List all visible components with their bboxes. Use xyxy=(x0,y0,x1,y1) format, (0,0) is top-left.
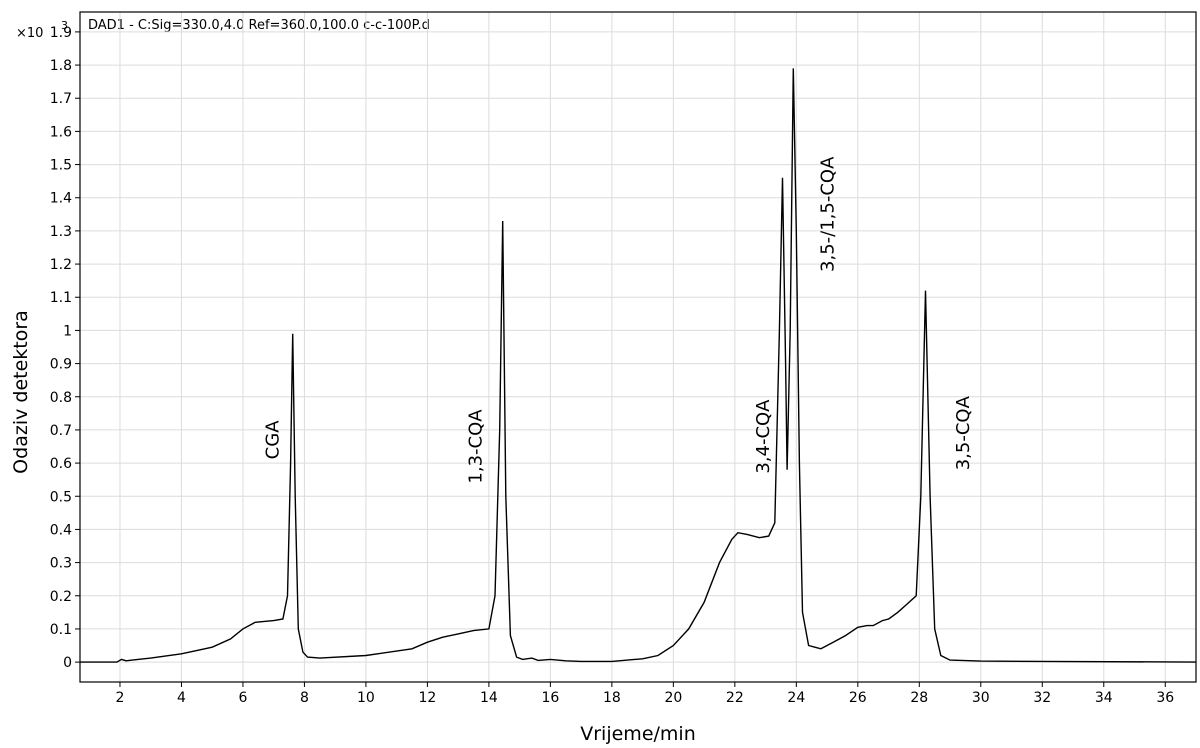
peak-label: 3,5-CQA xyxy=(953,395,974,470)
x-axis-title: Vrijeme/min xyxy=(580,723,695,745)
y-tick-label: 0.9 xyxy=(50,357,72,373)
y-tick-label: 1.1 xyxy=(50,290,72,306)
x-tick-label: 6 xyxy=(238,690,247,706)
y-tick-label: 0.4 xyxy=(50,522,72,538)
x-tick-label: 24 xyxy=(787,690,805,706)
y-axis-title: Odaziv detektora xyxy=(10,310,32,474)
y-tick-label: 0.6 xyxy=(50,456,72,472)
x-tick-label: 30 xyxy=(972,690,990,706)
x-tick-label: 28 xyxy=(910,690,928,706)
x-tick-label: 36 xyxy=(1156,690,1174,706)
peak-labels: CGA 1,3-CQA 3,4-CQA 3,5-/1,5-CQA 3,5-CQA xyxy=(263,156,974,484)
y-tick-label: 1.5 xyxy=(50,158,72,174)
x-tick-label: 18 xyxy=(603,690,621,706)
x-tick-label: 16 xyxy=(541,690,559,706)
y-tick-label: 1.7 xyxy=(50,91,72,107)
plot-frame xyxy=(79,11,1197,683)
x-tick-label: 14 xyxy=(480,690,498,706)
y-tick-label: 0.1 xyxy=(50,622,72,638)
x-tick-label: 4 xyxy=(177,690,186,706)
x-tick-label: 12 xyxy=(418,690,436,706)
y-tick-label: 1.2 xyxy=(50,257,72,273)
peak-label: 3,4-CQA xyxy=(753,399,774,474)
x-tick-label: 8 xyxy=(300,690,309,706)
y-tick-label: 1.6 xyxy=(50,124,72,140)
y-tick-label: 1.4 xyxy=(50,191,72,207)
scale-exponent: 3 xyxy=(61,19,68,32)
x-tick-label: 26 xyxy=(849,690,867,706)
x-tick-label: 2 xyxy=(116,690,125,706)
peak-label: 3,5-/1,5-CQA xyxy=(818,156,839,272)
scale-prefix: ×10 xyxy=(16,26,43,41)
grid xyxy=(80,12,1196,682)
trace-label: DAD1 - C:Sig=330.0,4.0 Ref=360.0,100.0 c… xyxy=(88,18,430,33)
y-tick-label: 0.8 xyxy=(50,390,72,406)
y-tick-label: 1.3 xyxy=(50,224,72,240)
y-tick-label: 0.7 xyxy=(50,423,72,439)
x-tick-label: 22 xyxy=(726,690,744,706)
y-tick-label: 0.2 xyxy=(50,589,72,605)
y-tick-label: 0.5 xyxy=(50,489,72,505)
x-tick-label: 32 xyxy=(1033,690,1051,706)
peak-label: 1,3-CQA xyxy=(466,409,487,484)
y-tick-label: 1 xyxy=(63,323,72,339)
y-tick-label: 0 xyxy=(63,655,72,671)
x-tick-label: 34 xyxy=(1095,690,1113,706)
y-tick-label: 0.3 xyxy=(50,556,72,572)
peak-label: CGA xyxy=(263,420,284,460)
y-tick-label: 1.9 xyxy=(50,25,72,41)
x-tick-label: 20 xyxy=(664,690,682,706)
signal-trace xyxy=(80,68,1197,663)
y-tick-label: 1.8 xyxy=(50,58,72,74)
x-tick-label: 10 xyxy=(357,690,375,706)
tick-labels: 2 4 6 8 10 12 14 16 18 20 22 24 26 28 30 32 34 3600.10.20… xyxy=(50,25,1175,706)
